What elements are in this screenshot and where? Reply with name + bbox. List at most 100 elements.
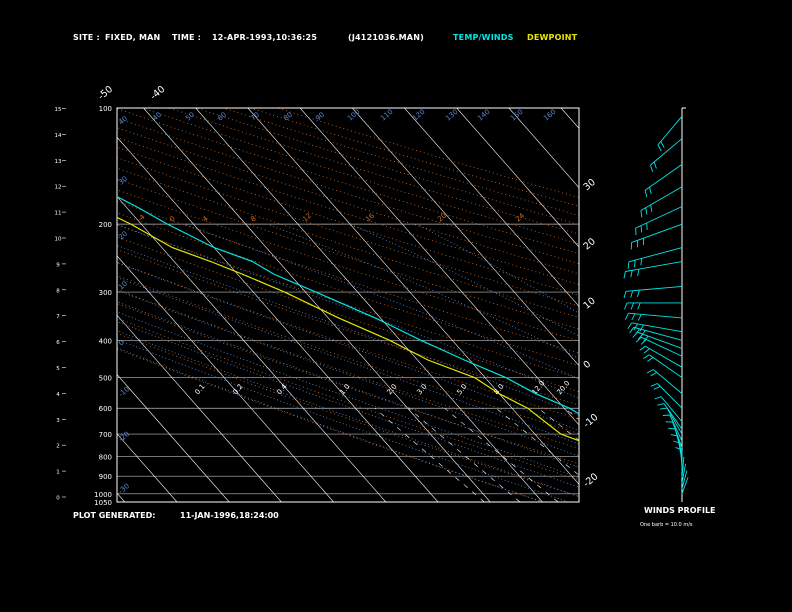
wind-barb-staff [663, 403, 683, 430]
dewpoint-profile [117, 216, 579, 442]
isotherm-line [404, 108, 579, 307]
isotherm-line [117, 433, 178, 502]
isotherm-label-top: -50 [96, 84, 115, 102]
adiabat-label-mid: -4 [136, 213, 147, 224]
header: SITE : FIXED, MAN TIME : 12-APR-1993,10:… [0, 0, 792, 60]
pressure-tick-label: 600 [99, 405, 112, 413]
isotherm-line [117, 314, 282, 502]
dry-adiabat [277, 108, 579, 198]
wind-barb-staff [644, 345, 683, 368]
wind-barb [644, 190, 648, 198]
mixing-ratio-line [374, 407, 485, 502]
site-label: SITE : [73, 33, 100, 42]
series-layer [117, 195, 579, 442]
isotherm-label-right: -20 [581, 471, 600, 489]
adiabat-label-mid: 4 [201, 214, 210, 223]
wind-barb [645, 207, 648, 215]
moist-adiabat-label: 30 [117, 175, 129, 187]
pressure-tick-label: 100 [99, 105, 112, 113]
wind-barb [627, 322, 632, 330]
adiabat-label-mid: 0 [168, 215, 177, 224]
pressure-tick-label: 700 [99, 431, 112, 439]
isotherm-line [117, 492, 126, 502]
height-tick-label: 0 [56, 496, 60, 502]
moist-adiabat-label: -10 [117, 385, 131, 398]
wind-barb-staff [666, 407, 683, 435]
wind-barb-staff [628, 312, 683, 319]
mixing-ratio-label: 2.0 [385, 383, 398, 397]
mixing-ratio-line [702, 408, 792, 502]
grid-layer [0, 108, 792, 502]
isotherm-line [195, 108, 543, 502]
isotherm-line [0, 108, 20, 502]
wind-barb [627, 261, 630, 269]
wind-barb-staff [681, 477, 689, 494]
wind-barb-staff [648, 354, 683, 379]
wind-barb [640, 258, 643, 266]
wind-barb [635, 328, 640, 335]
moist-adiabat-label: 10 [117, 280, 129, 292]
wind-barb [639, 324, 644, 332]
wind-barb [660, 407, 668, 410]
isotherm-line [0, 108, 73, 502]
adiabat-label-mid: 20 [436, 212, 448, 224]
dry-adiabat [117, 236, 579, 393]
pressure-tick-label: 400 [99, 337, 112, 345]
moist-adiabat [117, 311, 579, 479]
wind-barb [639, 345, 646, 351]
dry-adiabat [117, 248, 579, 406]
dry-adiabat [117, 303, 579, 465]
isotherm-line [299, 108, 579, 426]
dry-adiabat [117, 146, 579, 296]
time-label: TIME : [172, 33, 202, 42]
wind-barb-staff [640, 186, 683, 211]
wind-barb-staff [653, 369, 683, 394]
isotherm-label-top: -40 [148, 84, 167, 102]
moist-adiabat [117, 330, 579, 497]
potential-temperature-label: 120 [411, 108, 426, 123]
wind-barb-staff [633, 326, 683, 341]
barb-legend: One barb = 10.0 m/s [640, 522, 693, 528]
height-tick-label: 10 [55, 237, 62, 243]
site-value: FIXED, MAN [105, 33, 161, 42]
dry-adiabat [250, 108, 579, 207]
height-tick-label: 7 [56, 314, 60, 320]
moist-adiabat [117, 338, 569, 502]
dry-adiabat [223, 108, 579, 216]
height-tick-label: 3 [56, 418, 60, 424]
potential-temperature-label: 100 [346, 108, 361, 123]
potential-temperature-label: 160 [542, 108, 557, 123]
dry-adiabat [142, 108, 579, 245]
wind-barb-staff [637, 331, 683, 349]
wind-barb-staff [635, 206, 683, 229]
wind-barb [624, 313, 629, 320]
wind-barb [637, 269, 640, 277]
wind-barb [649, 164, 654, 172]
mixing-ratio-label: 3.0 [415, 383, 428, 397]
potential-temperature-label: 90 [314, 111, 326, 123]
file-value: (J4121036.MAN) [348, 33, 424, 42]
frame-layer [116, 107, 580, 503]
moist-adiabat [117, 245, 579, 416]
wind-barb-staff [656, 383, 683, 409]
potential-temperature-label: 70 [249, 111, 261, 123]
wind-barb-staff [625, 285, 683, 292]
mixing-ratio-label: 5.0 [455, 383, 468, 397]
isotherm-line [117, 255, 334, 502]
wind-barb [640, 210, 643, 218]
wind-barb-staff [669, 414, 683, 442]
isotherm-line [117, 136, 439, 502]
wind-barb [653, 161, 657, 169]
dry-adiabat [117, 117, 579, 265]
potential-temperature-label: 140 [476, 108, 491, 123]
time-value: 12-APR-1993,10:36:25 [212, 33, 318, 42]
mixing-ratio-label: 0.2 [231, 383, 244, 397]
mixing-ratio-label: 20.0 [555, 379, 571, 396]
wind-barb [660, 141, 665, 148]
wind-barb [643, 354, 650, 359]
moist-adiabat [117, 347, 543, 502]
wind-barb [630, 270, 633, 278]
winds-profile-label: WINDS PROFILE [644, 506, 716, 515]
wind-barb [647, 357, 654, 362]
potential-temperature-label: 150 [509, 108, 524, 123]
